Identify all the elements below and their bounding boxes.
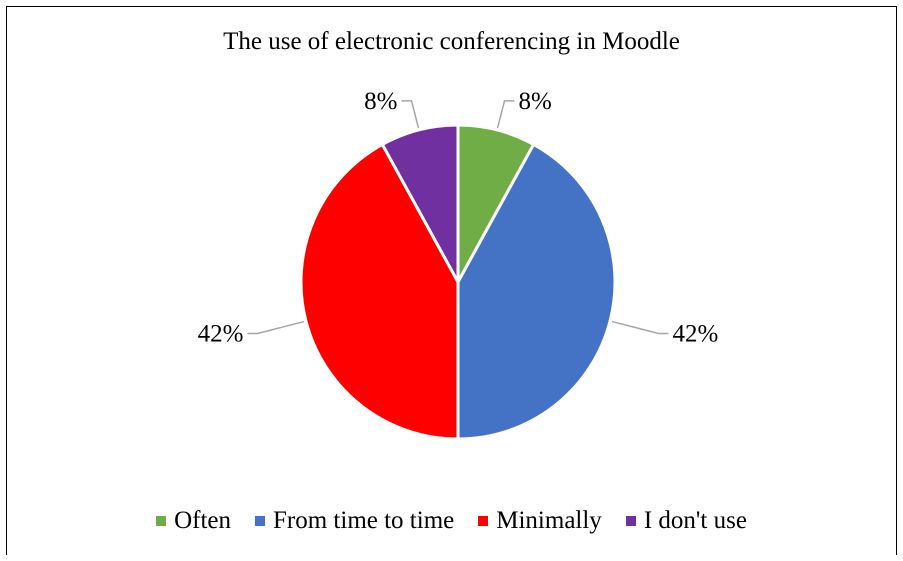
data-labels: 8% 42% 42% 8% (198, 88, 719, 348)
legend-label-from-time-to-time: From time to time (273, 507, 455, 534)
legend-swatch-i-dont-use (625, 516, 636, 526)
legend-label-often: Often (174, 507, 231, 534)
data-label-often: 8% (519, 88, 552, 115)
leader-line-often (496, 100, 515, 129)
legend-swatch-often (156, 516, 167, 526)
pie-slice-from-time-to-time (456, 142, 617, 441)
data-label-minimally: 42% (198, 320, 244, 347)
legend-item-from-time-to-time: From time to time (255, 507, 454, 535)
pie-slice-i-don-t-use (380, 123, 460, 284)
legend: Often From time to time Minimally I don'… (0, 507, 903, 535)
legend-item-i-dont-use: I don't use (625, 507, 747, 535)
legend-item-often: Often (156, 507, 231, 535)
leader-line-i-don-t-use (401, 100, 420, 129)
leader-lines (247, 100, 669, 335)
legend-label-i-dont-use: I don't use (643, 507, 747, 534)
data-label-from-time-to-time: 42% (672, 320, 718, 347)
leader-line-minimally (247, 320, 305, 335)
chart-title: The use of electronic conferencing in Mo… (223, 28, 680, 55)
leader-line-from-time-to-time (611, 320, 669, 335)
data-label-i-don-t-use: 8% (364, 88, 397, 115)
pie-slices (299, 123, 617, 441)
legend-swatch-minimally (478, 516, 489, 526)
legend-swatch-from-time-to-time (255, 516, 265, 526)
legend-label-minimally: Minimally (496, 507, 602, 534)
pie-slice-minimally (299, 142, 460, 441)
legend-item-minimally: Minimally (478, 507, 602, 535)
